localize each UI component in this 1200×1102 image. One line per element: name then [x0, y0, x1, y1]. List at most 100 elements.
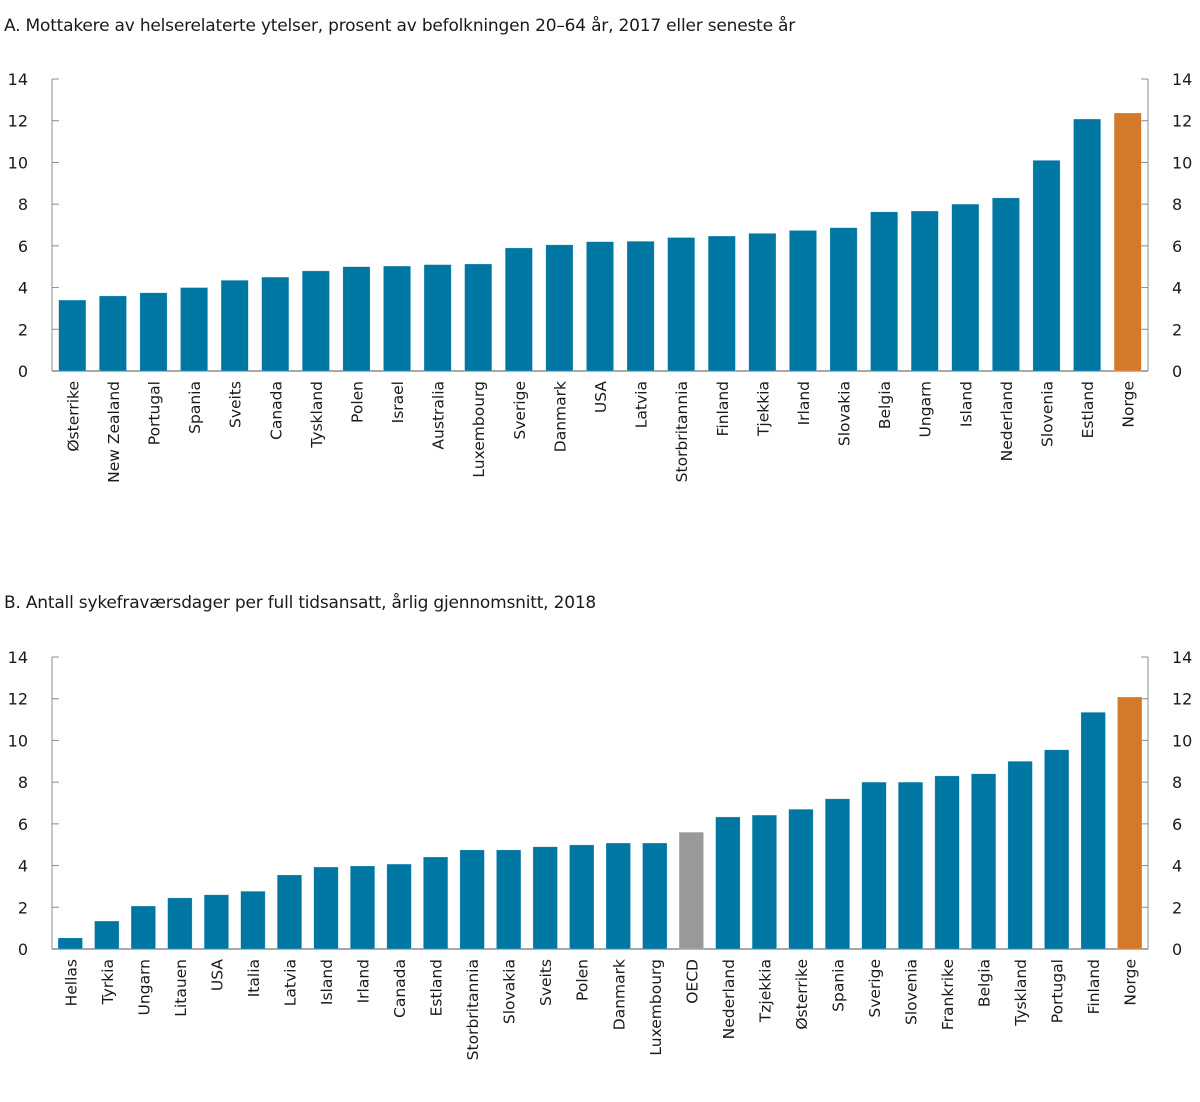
y-tick-label-right: 2: [1172, 320, 1182, 339]
bar-chart-b: 0 0 2 2 4 4 6 6 8 8 10 10 12 12 14 14 Hellas Tyrkia Ungarn…: [8, 648, 1193, 1060]
bar-spania: [824, 798, 851, 950]
x-category-label: Luxembourg: [470, 381, 488, 478]
x-category-label: Danmark: [610, 959, 628, 1030]
y-tick-label-right: 4: [1172, 857, 1182, 876]
bar-polen: [342, 266, 371, 372]
x-category-label: Finland: [714, 381, 732, 436]
chart-title: B. Antall sykefraværsdager per full tids…: [4, 593, 597, 613]
x-category-label: Slovenia: [1039, 381, 1057, 447]
x-category-label: Canada: [267, 381, 285, 440]
bar-estland: [423, 856, 449, 950]
x-category-label: Tzjekkia: [756, 959, 774, 1023]
y-tick-label-left: 2: [18, 898, 28, 917]
chart-panel-a: A. Mottakere av helserelaterte ytelser, …: [4, 16, 1193, 483]
x-category-label: Tjekkia: [754, 381, 772, 437]
bar-spania: [180, 287, 208, 372]
bar-australia: [423, 264, 452, 372]
y-tick-label-left: 4: [18, 857, 28, 876]
y-tick-label-left: 0: [18, 940, 28, 959]
bar-sverige: [861, 781, 887, 950]
x-category-label: Portugal: [145, 381, 163, 445]
bar-slovenia: [1032, 160, 1061, 372]
bar-østerrike: [58, 299, 87, 372]
bar-danmark: [605, 842, 631, 950]
bar-chart-a: 0 0 2 2 4 4 6 6 8 8 10 10 12 12 14 14 Østerrike New Zeala…: [8, 70, 1193, 483]
x-category-label: Portugal: [1049, 959, 1067, 1023]
x-category-label: Irland: [795, 381, 813, 425]
y-tick-label-right: 8: [1172, 773, 1182, 792]
bar-finland: [1080, 711, 1106, 950]
y-tick-label-left: 10: [8, 153, 28, 172]
bar-frankrike: [934, 775, 960, 950]
x-category-label: Canada: [391, 959, 409, 1018]
x-category-label: Hellas: [62, 959, 80, 1006]
x-category-label: Litauen: [172, 959, 190, 1017]
y-tick-label-left: 10: [8, 731, 28, 750]
x-category-label: Latvia: [633, 381, 651, 428]
bar-tyskland: [301, 270, 330, 372]
x-category-label: Spania: [829, 959, 847, 1012]
x-category-label: Tyrkia: [99, 959, 117, 1005]
bar-latvia: [626, 240, 655, 372]
y-tick-label-left: 14: [8, 648, 28, 667]
bar-tyskland: [1007, 760, 1033, 950]
x-category-label: Danmark: [551, 381, 569, 452]
y-tick-label-right: 0: [1172, 940, 1182, 959]
y-tick-label-right: 6: [1172, 237, 1182, 256]
y-tick-label-left: 6: [18, 237, 28, 256]
x-category-label: New Zealand: [105, 381, 123, 483]
x-category-label: Tyskland: [308, 381, 326, 449]
y-tick-label-left: 12: [8, 112, 28, 131]
x-category-label: Estland: [428, 959, 446, 1016]
chart-title: A. Mottakere av helserelaterte ytelser, …: [4, 16, 796, 36]
chart-panel-b: B. Antall sykefraværsdager per full tids…: [0, 580, 1200, 1102]
bar-sveits: [220, 279, 249, 372]
bar-island: [951, 203, 980, 372]
x-category-label: Nederland: [720, 959, 738, 1039]
bar-tyrkia: [94, 920, 120, 950]
x-category-label: Slovakia: [836, 381, 854, 446]
x-category-label: Storbritannia: [673, 381, 691, 482]
y-tick-label-right: 10: [1172, 153, 1192, 172]
bar-belgia: [971, 773, 997, 950]
x-category-label: Ungarn: [135, 959, 153, 1015]
x-category-label: Spania: [186, 381, 204, 434]
bar-oecd: [678, 831, 704, 950]
x-category-label: Luxembourg: [647, 959, 665, 1056]
bar-irland: [349, 865, 376, 950]
x-category-label: Nederland: [998, 381, 1016, 461]
bar-østerrike: [788, 808, 814, 950]
x-category-label: Polen: [348, 381, 366, 423]
y-tick-label-right: 12: [1172, 690, 1192, 709]
x-category-label: USA: [208, 959, 226, 991]
bar-belgia: [870, 211, 899, 372]
x-category-label: Tyskland: [1012, 959, 1030, 1027]
y-tick-label-left: 12: [8, 690, 28, 709]
x-category-label: Norge: [1122, 959, 1140, 1006]
bar-italia: [240, 890, 266, 950]
x-category-label: Norge: [1120, 381, 1138, 428]
bar-tjekkia: [748, 233, 777, 372]
bar-danmark: [545, 244, 574, 372]
bar-luxembourg: [464, 263, 493, 372]
bar-slovakia: [496, 849, 522, 950]
x-category-label: Sverige: [511, 381, 529, 440]
y-tick-label-left: 4: [18, 279, 28, 298]
y-tick-label-right: 14: [1172, 648, 1192, 667]
bar-canada: [386, 863, 412, 950]
x-category-label: Estland: [1079, 381, 1097, 438]
x-category-label: Belgia: [876, 381, 894, 429]
y-tick-label-left: 8: [18, 773, 28, 792]
bar-slovakia: [829, 227, 858, 372]
bar-new-zealand: [98, 295, 127, 372]
bar-hellas: [57, 937, 83, 950]
x-category-label: Sverige: [866, 959, 884, 1018]
y-tick-label-right: 10: [1172, 731, 1192, 750]
bar-norge: [1113, 112, 1142, 372]
x-category-label: Australia: [430, 381, 448, 450]
bar-nederland: [992, 197, 1020, 372]
y-tick-label-left: 14: [8, 70, 28, 89]
x-category-label: Frankrike: [939, 959, 957, 1030]
bar-canada: [261, 276, 290, 372]
bar-slovenia: [897, 781, 924, 950]
